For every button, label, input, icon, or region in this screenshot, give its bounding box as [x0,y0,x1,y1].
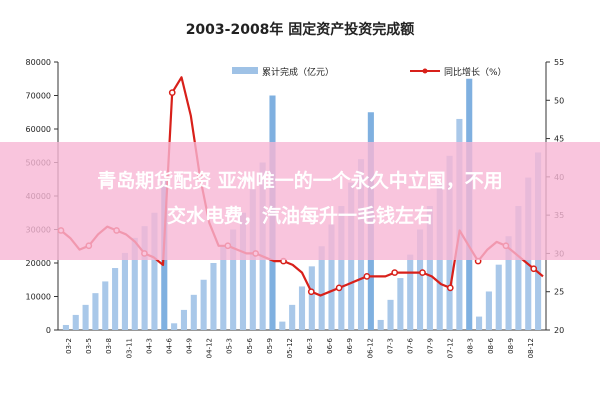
bar [230,229,237,330]
bar [121,252,128,330]
bar [131,237,138,330]
bar [102,281,109,330]
x-tick-label: 06-12 [366,338,374,358]
bar [200,279,207,330]
x-tick-label: 03-11 [125,338,133,358]
promo-banner [0,142,600,260]
right-tick-label: 50 [554,96,564,105]
x-tick-label: 08-6 [487,337,495,353]
bar [328,224,335,330]
bar [180,309,188,330]
x-tick-label: 03-8 [105,338,113,354]
legend-line-marker [422,68,428,74]
bar [72,314,79,330]
bar [190,294,197,330]
bar [318,246,325,330]
legend-bar-swatch [232,67,258,74]
bar [426,206,433,330]
bar [377,319,384,330]
legend-line-label: 同比增长（%） [444,66,507,78]
x-tick-label: 03-2 [65,338,73,354]
right-tick-label: 20 [554,326,564,335]
bar [338,206,345,330]
x-tick-label: 07-6 [406,337,414,353]
x-tick-label: 05-6 [246,337,254,353]
x-tick-label: 08-12 [527,338,535,358]
x-axis-ticks: 03-2 03-5 03-8 03-11 04-3 04-6 04-9 04-12 05-3 05… [65,337,535,358]
bar [171,323,178,330]
line-point [335,284,343,292]
line-point [446,284,454,292]
x-tick-label: 04-3 [145,338,153,354]
x-tick-label: 05-3 [226,338,234,354]
promo-headline-line2[interactable]: 交水电费，汽油每升一毛钱左右 [166,205,433,227]
bar [397,278,404,330]
bar [239,212,247,330]
bar [151,212,158,330]
line-point [307,288,315,296]
x-tick-label: 04-6 [165,337,173,353]
bar [289,304,296,330]
promo-headline-line1[interactable]: 青岛期货配资 亚洲唯一的一个永久中立国，不用 [97,170,503,192]
bar [82,304,89,330]
left-tick-label: 70000 [26,92,51,101]
right-tick-label: 45 [554,135,564,144]
right-tick-label: 55 [554,58,564,67]
left-tick-label: 0 [46,326,51,335]
bar [495,264,502,330]
bar [515,206,522,330]
x-tick-label: 05-9 [266,338,274,354]
left-tick-label: 60000 [26,125,51,134]
bar [210,263,217,330]
bar [407,254,414,330]
x-tick-label: 03-5 [85,338,93,354]
legend-bar-label: 累计完成（亿元） [262,66,334,78]
left-tick-label: 80000 [26,58,51,67]
bar [485,291,492,330]
left-tick-label: 10000 [26,293,51,302]
x-tick-label: 06-3 [306,338,314,354]
x-tick-label: 07-3 [386,338,394,354]
x-tick-label: 07-12 [447,338,455,358]
line-point [391,269,399,276]
x-tick-label: 04-12 [206,338,214,358]
bar [505,236,512,330]
x-tick-label: 05-12 [286,338,294,358]
chart-title: 2003-2008年 固定资产投资完成额 [186,21,415,38]
x-tick-label: 08-9 [507,338,515,354]
line-point [530,265,538,273]
bar [387,299,394,330]
bar [298,286,306,330]
bar [141,226,148,330]
bar [112,268,119,330]
bar [308,266,315,330]
x-tick-label: 06-9 [346,338,354,354]
x-tick-label: 04-9 [186,338,194,354]
legend: 累计完成（亿元） 同比增长（%） [232,66,507,78]
right-tick-label: 25 [554,288,564,297]
x-tick-label: 07-9 [427,338,435,354]
bar [220,246,227,330]
bar [416,229,424,330]
bar [92,293,99,330]
left-tick-label: 20000 [26,259,51,268]
bar [62,324,69,330]
bar [279,321,286,330]
x-tick-label: 08-3 [467,338,475,354]
line-point [168,89,176,96]
line-point [363,273,371,280]
line-point [419,269,426,276]
x-tick-label: 06-6 [326,337,334,353]
bar [476,316,483,330]
